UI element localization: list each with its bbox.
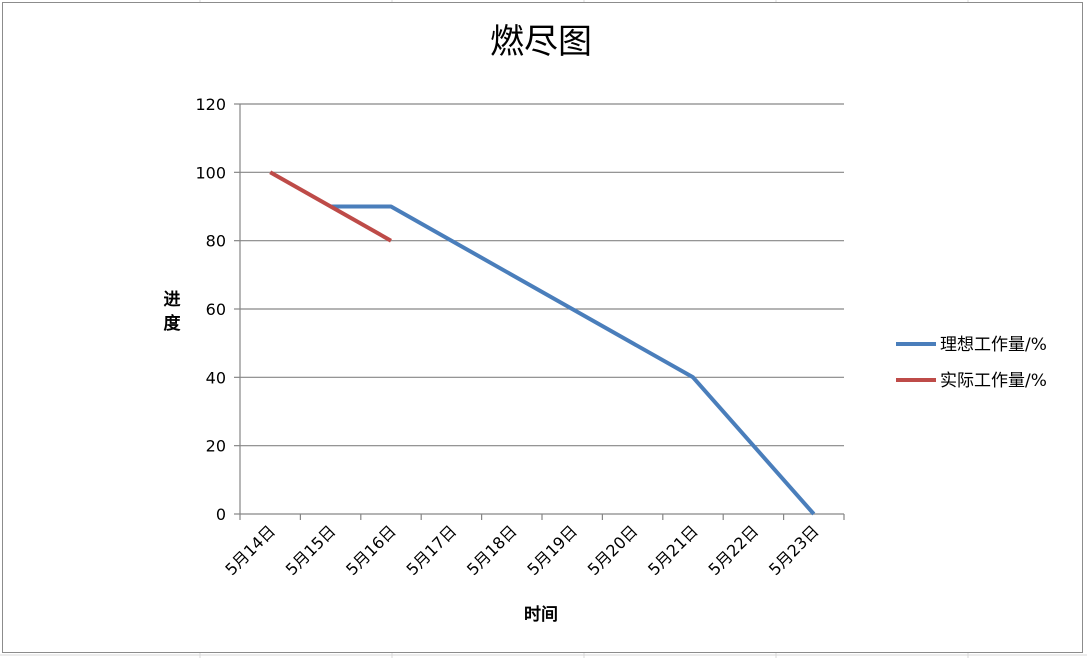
series-lines — [269, 170, 816, 516]
y-tick-label: 120 — [195, 95, 226, 114]
y-tick-label: 0 — [216, 505, 226, 524]
y-axis-label-char: 度 — [164, 313, 182, 334]
legend: 理想工作量/% 实际工作量/% — [896, 335, 1047, 391]
y-tick-label: 60 — [206, 300, 226, 319]
x-tick-label: 5月17日 — [403, 521, 461, 579]
chart-title: 燃尽图 — [490, 22, 592, 62]
series-line — [269, 170, 392, 243]
x-tick-labels: 5月14日 5月15日 5月16日 5月17日 5月18日 5月19日 5月20日 5月21日… — [221, 521, 822, 579]
y-tick-label: 40 — [206, 368, 226, 387]
y-tick-label: 100 — [195, 163, 226, 182]
x-tick-label: 5月14日 — [221, 521, 279, 579]
burndown-chart: 燃尽图 0 20 40 60 80 100 120 5月14日 5月15日 5月16日 5月17日… — [164, 22, 1047, 625]
x-tick-label: 5月16日 — [342, 521, 400, 579]
y-axis-label-char: 进 — [164, 290, 181, 310]
axes — [234, 103, 845, 520]
x-tick-label: 5月21日 — [644, 521, 702, 579]
x-tick-label: 5月18日 — [463, 521, 521, 579]
x-tick-label: 5月20日 — [584, 521, 642, 579]
x-tick-label: 5月22日 — [705, 521, 763, 579]
legend-entry-label: 实际工作量/% — [940, 371, 1047, 391]
x-axis-label: 时间 — [524, 604, 558, 625]
x-tick-label: 5月23日 — [765, 521, 823, 579]
x-tick-label: 5月19日 — [523, 521, 581, 579]
legend-entry-label: 理想工作量/% — [940, 335, 1047, 355]
gridlines — [240, 103, 844, 447]
y-tick-label: 20 — [206, 437, 226, 456]
x-tick-label: 5月15日 — [282, 521, 340, 579]
y-tick-labels: 0 20 40 60 80 100 120 — [195, 95, 226, 524]
y-tick-label: 80 — [206, 232, 226, 251]
y-axis-label: 进度 — [164, 290, 182, 334]
series-line — [330, 204, 816, 516]
